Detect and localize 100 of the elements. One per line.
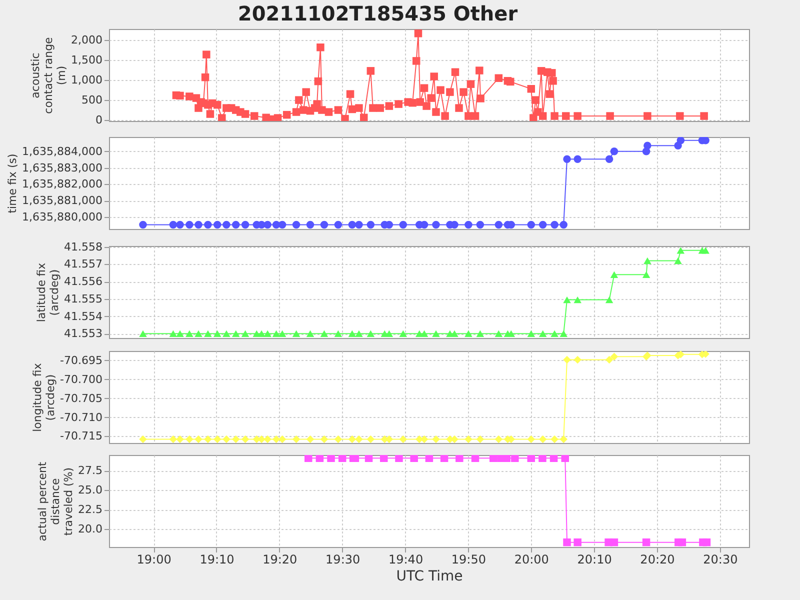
point [272, 330, 280, 338]
y-axis-title: actual percent distance traveled (%) [36, 461, 76, 542]
point [232, 330, 240, 338]
point [204, 330, 212, 338]
y-axis-title: acoustic contact range (m) [29, 36, 68, 114]
point [563, 296, 571, 304]
point [176, 330, 184, 338]
point [574, 296, 582, 304]
point [222, 435, 230, 443]
point [222, 330, 230, 338]
point [241, 330, 250, 338]
point [605, 296, 614, 304]
point [306, 330, 314, 338]
point [432, 435, 440, 443]
chart-title: 20211102T185435 Other [238, 2, 518, 26]
x-tick-label: 20:30 [703, 552, 738, 566]
y-tick-label: -70.710 [60, 410, 102, 424]
y-tick-label: 27.5 [78, 464, 102, 478]
x-tick-label: 19:00 [136, 552, 172, 566]
y-tick-label: 41.557 [64, 258, 102, 271]
y-axis-title: longitude fix (arcdeg) [31, 362, 58, 432]
y-tick-label: 1,500 [71, 54, 102, 67]
y-tick-label: 1,635,880,000 [22, 210, 102, 224]
point [464, 330, 472, 338]
x-tick-label: 19:30 [326, 552, 360, 566]
point [292, 435, 300, 443]
point [610, 352, 618, 361]
point [674, 257, 682, 264]
y-tick-label: 22.5 [78, 503, 102, 516]
point [605, 356, 614, 364]
x-tick-label: 19:10 [200, 552, 234, 566]
y-axis-title: time fix (s) [6, 154, 20, 214]
y-tick-label: 1,000 [71, 74, 102, 87]
point [550, 330, 558, 338]
point [560, 435, 568, 443]
point [139, 435, 147, 443]
point [432, 330, 440, 338]
y-tick-label: 1,635,883,000 [22, 161, 102, 174]
point [366, 435, 375, 443]
point [272, 435, 280, 443]
point [527, 330, 536, 338]
point [563, 356, 571, 364]
point [399, 330, 408, 338]
point [366, 330, 375, 338]
point [494, 435, 503, 443]
y-tick-label: 41.553 [64, 327, 102, 340]
y-tick-label: -70.715 [60, 430, 102, 443]
point [355, 330, 363, 338]
point [320, 330, 328, 338]
y-tick-label: 41.556 [64, 275, 102, 288]
y-tick-label: -70.700 [60, 372, 102, 386]
point [702, 246, 710, 254]
point [399, 435, 408, 443]
point [264, 435, 272, 443]
point [292, 330, 300, 338]
point [348, 330, 356, 338]
y-tick-label: 25.0 [78, 484, 102, 497]
point [476, 330, 484, 338]
y-tick-label: 1,635,881,000 [22, 194, 102, 208]
point [232, 435, 240, 443]
point [348, 435, 356, 443]
y-tick-label: -70.695 [60, 354, 102, 367]
y-tick-label: 41.558 [64, 240, 102, 254]
point [676, 246, 685, 254]
point [204, 435, 212, 443]
point [642, 271, 650, 278]
point [186, 435, 194, 443]
point [278, 330, 286, 338]
y-tick-label: -70.705 [60, 392, 102, 405]
y-tick-label: 41.555 [64, 292, 102, 306]
point [334, 435, 342, 443]
point [610, 271, 618, 278]
point [194, 330, 202, 338]
point [169, 330, 178, 338]
x-tick-label: 20:10 [577, 552, 612, 566]
point [644, 257, 652, 264]
y-tick-label: 0 [96, 114, 102, 126]
point [355, 435, 363, 443]
point [464, 435, 472, 443]
point [494, 330, 503, 338]
point [278, 435, 286, 443]
y-axis-title: latitude fix (arcdeg) [35, 262, 62, 322]
y-tick-label: 1,635,884,000 [22, 144, 102, 158]
point [574, 356, 582, 364]
point [560, 330, 568, 338]
point [213, 435, 222, 443]
point [176, 435, 184, 443]
point [538, 330, 547, 338]
x-tick-label: 20:20 [640, 552, 675, 566]
y-tick-label: 500 [82, 94, 102, 107]
y-tick-label: 1,635,882,000 [22, 178, 102, 191]
y-tick-label: 20.0 [78, 522, 102, 536]
point [334, 330, 342, 338]
point [139, 330, 147, 338]
point [194, 435, 202, 443]
x-tick-label: 19:20 [262, 552, 298, 566]
point [306, 435, 314, 443]
point [241, 435, 250, 443]
point [527, 435, 536, 443]
point [550, 435, 558, 443]
